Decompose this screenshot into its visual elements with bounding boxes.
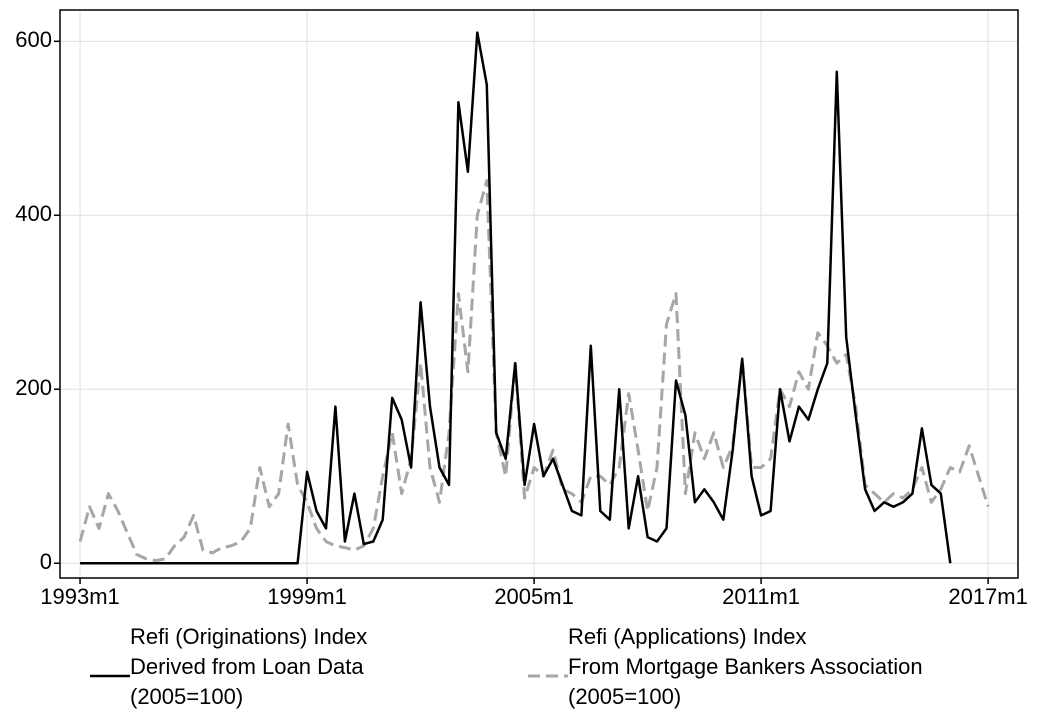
legend-label: Refi (Applications) Index From Mortgage … <box>568 624 923 709</box>
y-tick-label: 200 <box>15 375 52 400</box>
x-tick-label: 1993m1 <box>40 584 120 609</box>
legend-label: Refi (Originations) Index Derived from L… <box>130 624 368 709</box>
x-tick-label: 2005m1 <box>494 584 574 609</box>
series-line <box>78 179 990 563</box>
x-tick-label: 2011m1 <box>722 584 800 609</box>
y-tick-label: 0 <box>40 549 52 574</box>
y-tick-label: 400 <box>15 201 52 226</box>
plot-frame <box>59 9 1019 579</box>
y-tick-label: 600 <box>15 27 52 52</box>
series-line <box>80 31 952 565</box>
chart: 0 200 400 600 1993m1 1999m1 2005m1 2011m1 2017m1 <box>15 9 1028 609</box>
legend-swatch <box>90 674 130 678</box>
x-tick-label: 2017m1 <box>948 584 1028 609</box>
legend-swatch <box>528 674 568 678</box>
x-tick-label: 1999m1 <box>267 584 347 609</box>
